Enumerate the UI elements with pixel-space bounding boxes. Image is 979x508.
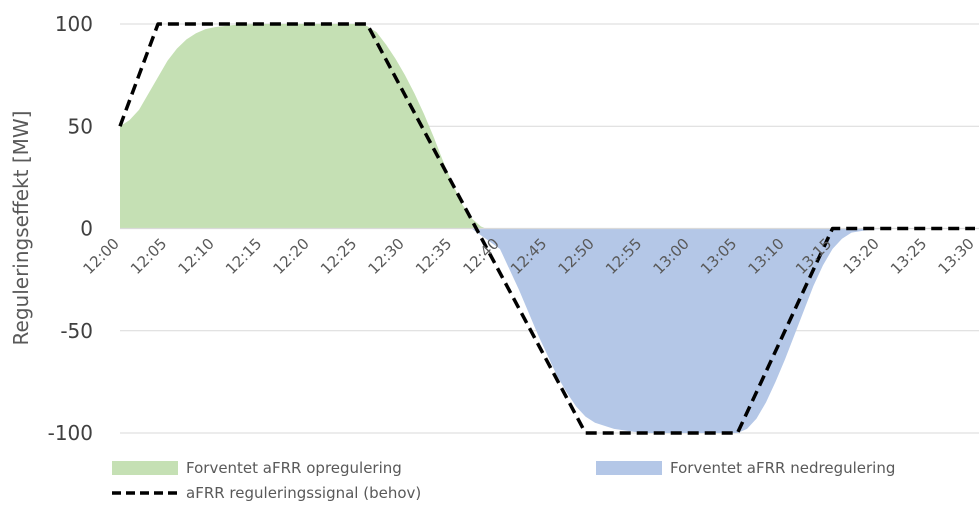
series-lines	[118, 22, 975, 435]
x-tick-label: 13:20	[840, 235, 883, 278]
legend-swatch	[596, 461, 662, 475]
y-tick-label: 100	[55, 12, 93, 36]
y-tick-label: 0	[80, 217, 93, 241]
y-ticks: 100 50 0 -50 -100	[48, 12, 93, 445]
series-area	[471, 228, 890, 433]
x-tick-label: 12:00	[80, 235, 123, 278]
legend-item: Forventet aFRR opregulering	[112, 459, 402, 477]
y-axis-title: Reguleringseffekt [MW]	[9, 111, 33, 346]
legend: Forventet aFRR opregulering Forventet aFR…	[112, 459, 895, 502]
legend-item: aFRR reguleringssignal (behov)	[112, 484, 421, 502]
y-tick-label: 50	[68, 114, 93, 138]
y-tick-label: -50	[60, 319, 93, 343]
x-tick-label: 13:30	[935, 235, 978, 278]
y-tick-label: -100	[48, 421, 93, 445]
x-tick-label: 12:25	[317, 235, 360, 278]
x-tick-label: 12:15	[222, 235, 265, 278]
legend-swatch	[112, 461, 178, 475]
x-tick-label: 12:05	[127, 235, 170, 278]
x-tick-label: 12:20	[270, 235, 313, 278]
legend-label: Forventet aFRR opregulering	[186, 459, 402, 477]
legend-label: aFRR reguleringssignal (behov)	[186, 484, 421, 502]
x-tick-label: 12:10	[175, 235, 218, 278]
x-tick-label: 12:30	[365, 235, 408, 278]
x-tick-label: 12:35	[412, 235, 455, 278]
legend-label: Forventet aFRR nedregulering	[670, 459, 895, 477]
x-tick-label: 13:25	[887, 235, 930, 278]
series-line	[118, 22, 975, 435]
legend-item: Forventet aFRR nedregulering	[596, 459, 895, 477]
